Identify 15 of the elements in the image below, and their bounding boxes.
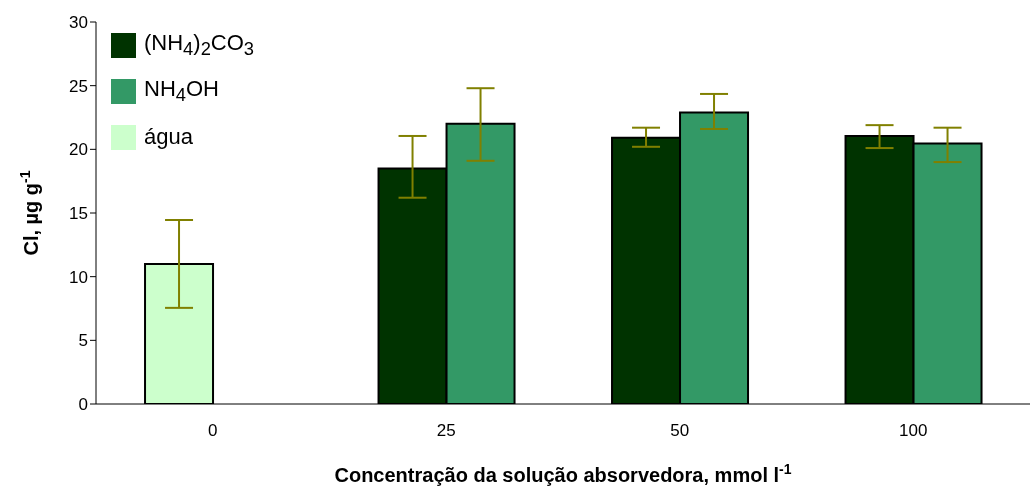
- y-tick-label: 0: [78, 395, 88, 415]
- legend-label: água: [144, 124, 193, 150]
- x-tick-label: 0: [208, 421, 218, 441]
- y-tick-label: 15: [69, 204, 88, 224]
- y-tick-label: 30: [69, 13, 88, 33]
- y-tick-label: 20: [69, 140, 88, 160]
- x-tick-label: 100: [899, 421, 928, 441]
- x-tick-label: 25: [436, 421, 456, 441]
- x-tick-label: 50: [670, 421, 690, 441]
- y-tick-label: 25: [69, 76, 88, 96]
- legend-label: NH$_{4}$OH: [144, 75, 219, 107]
- x-axis-title: Concentração da solução absorvedora, mmol l$^{-1}$: [334, 461, 792, 486]
- y-tick-label: 5: [78, 331, 88, 351]
- legend-label: (NH$_{4}$)$_{2}$CO$_{3}$: [144, 29, 255, 61]
- y-tick-label: 10: [69, 267, 88, 287]
